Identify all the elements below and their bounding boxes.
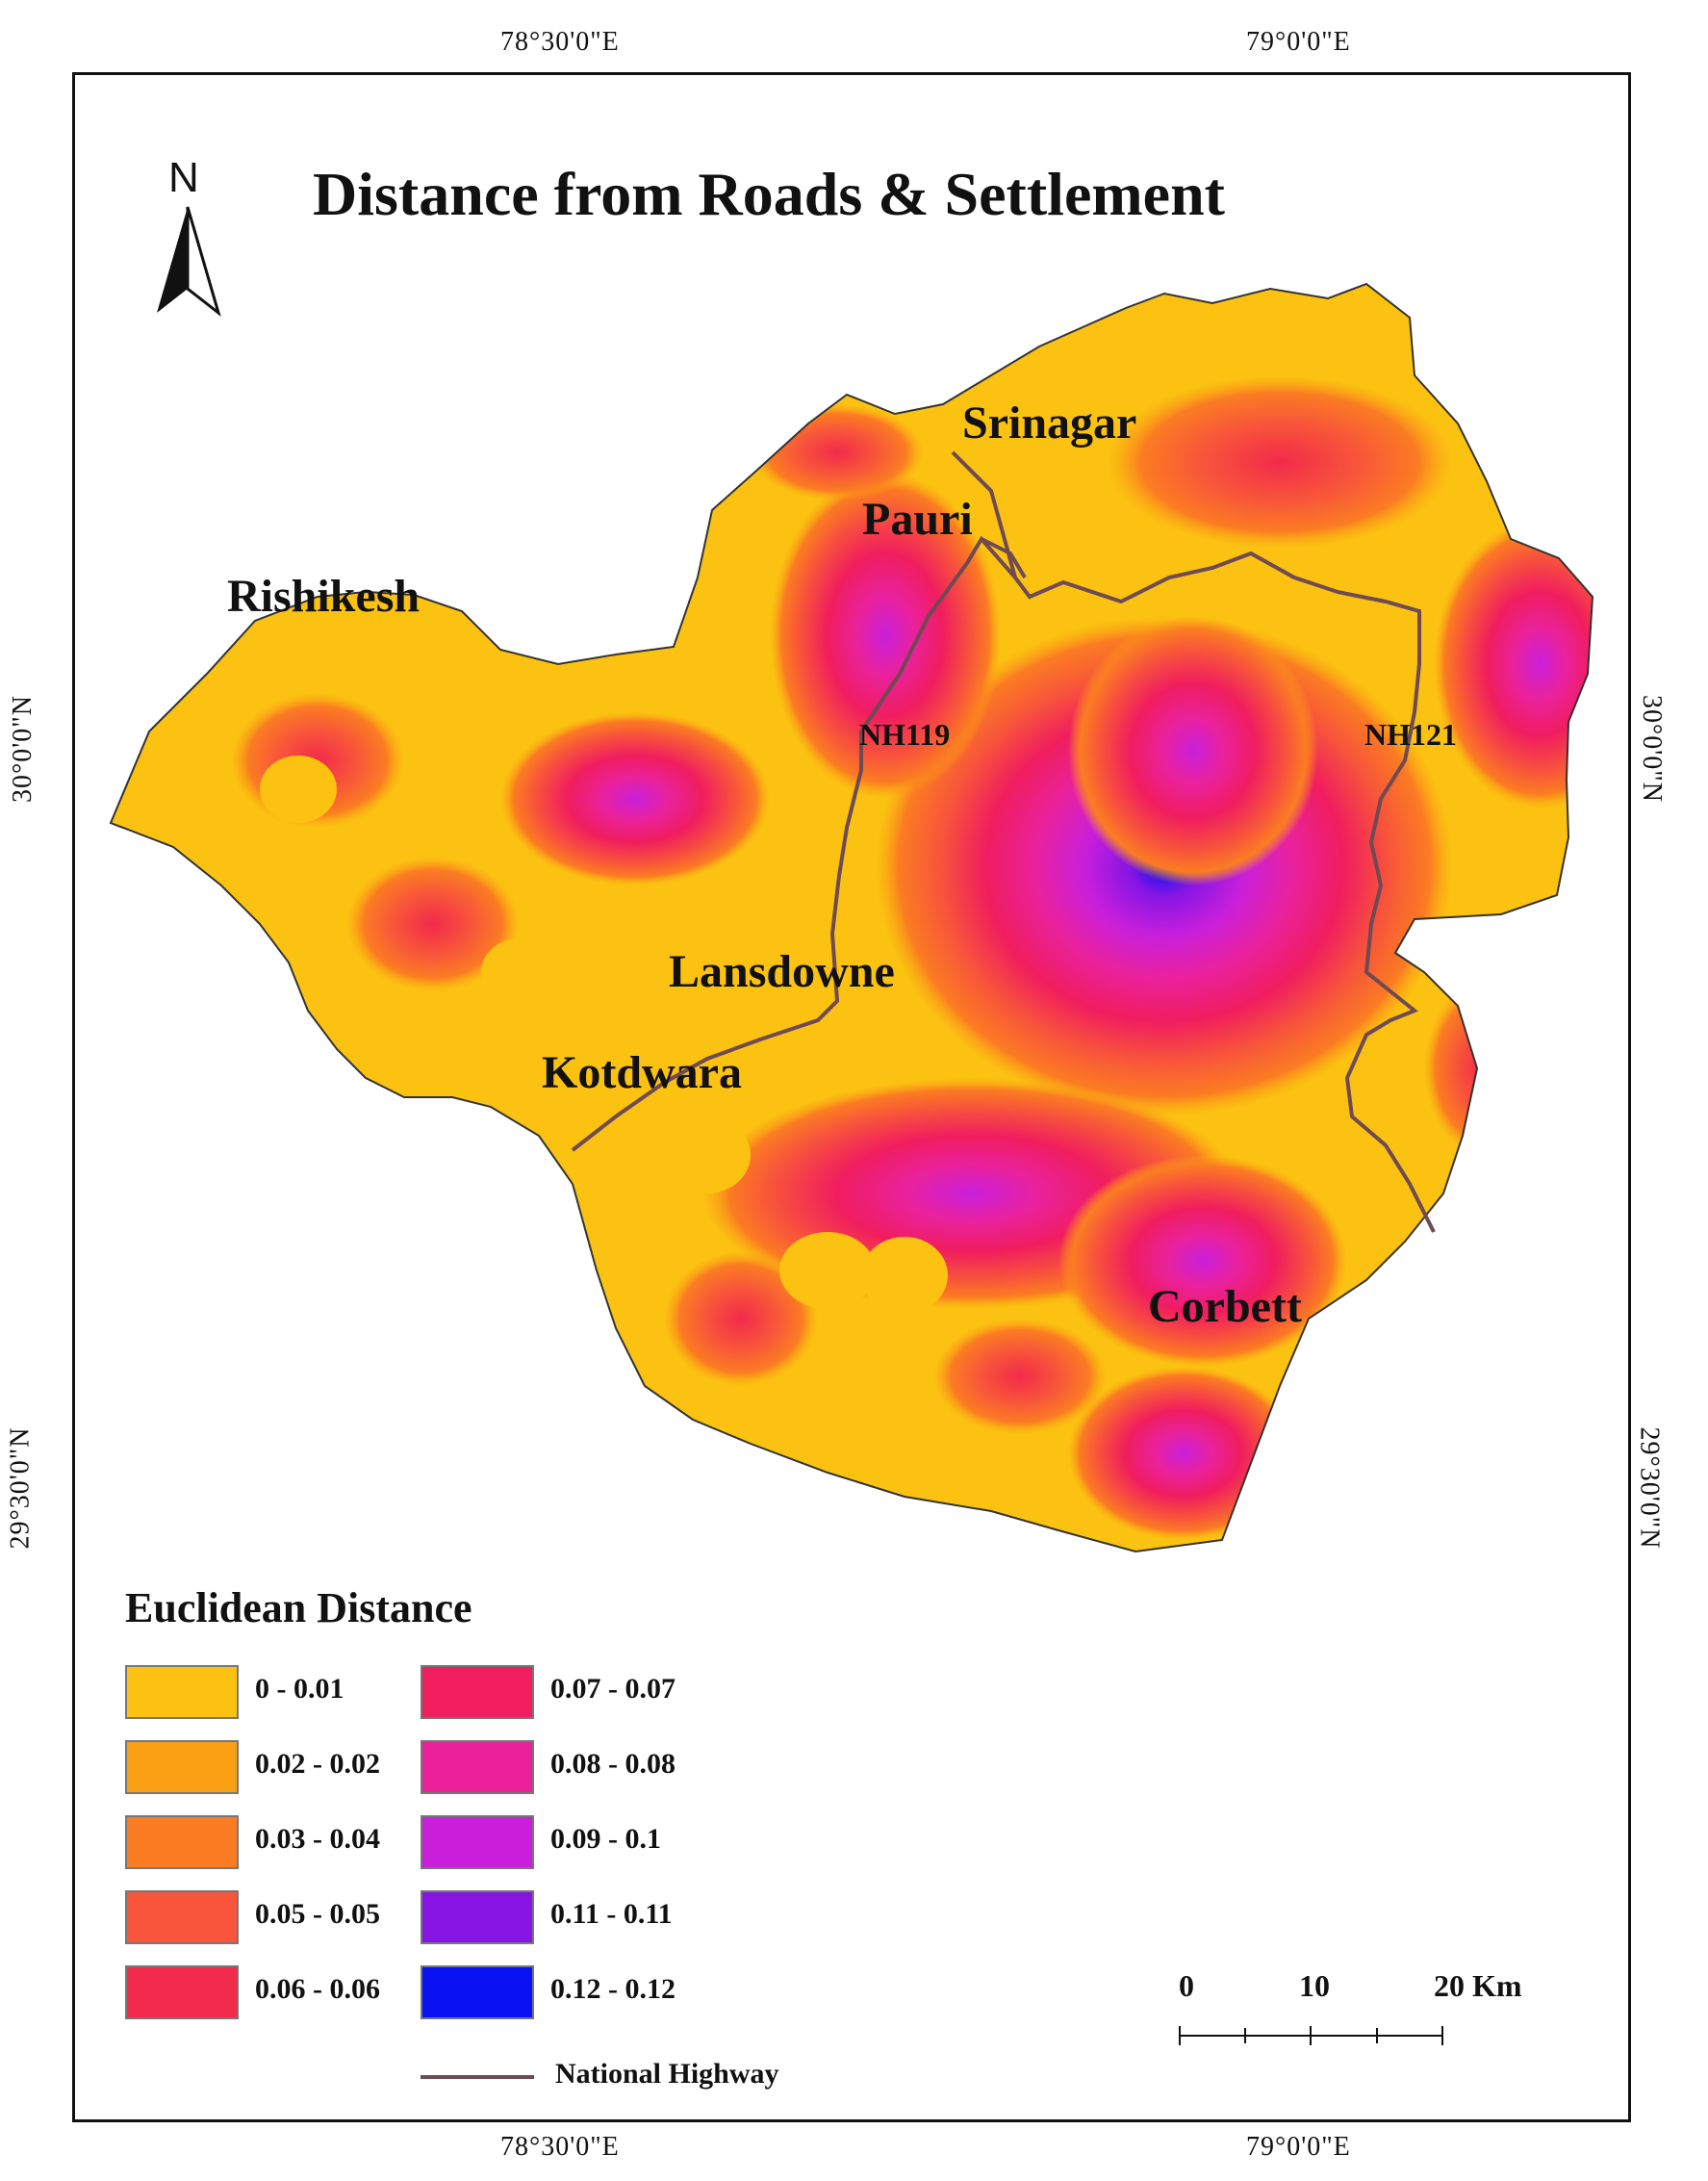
legend-swatch — [421, 1815, 534, 1869]
coord-top-left: 78°30'0"E — [500, 27, 620, 57]
coord-top-right: 79°0'0"E — [1246, 27, 1351, 57]
national-highway-nh119 — [571, 535, 1436, 1233]
place-label-rishikesh: Rishikesh — [227, 571, 421, 622]
coord-bottom-left: 78°30'0"E — [500, 2132, 620, 2162]
legend-label: 0.11 - 0.11 — [550, 1898, 673, 1930]
legend-label: 0.06 - 0.06 — [255, 1973, 380, 2005]
place-label-corbett: Corbett — [1148, 1281, 1302, 1332]
national-highway-srinagar-link — [951, 450, 1017, 578]
coord-bottom-right: 79°0'0"E — [1246, 2132, 1351, 2162]
legend-title: Euclidean Distance — [125, 1584, 472, 1631]
legend-label: 0.07 - 0.07 — [550, 1673, 676, 1705]
scale-label-end: 20 Km — [1434, 1968, 1522, 2003]
north-arrow-icon — [157, 206, 221, 318]
legend-label: 0.09 - 0.1 — [550, 1823, 661, 1855]
place-label-pauri: Pauri — [862, 494, 973, 545]
legend-swatch — [125, 1890, 239, 1944]
legend-swatch — [421, 1740, 534, 1794]
place-label-kotdwara: Kotdwara — [542, 1047, 742, 1098]
north-arrow-letter: N — [168, 154, 199, 201]
legend-swatch — [125, 1815, 239, 1869]
scale-label-start: 0 — [1179, 1968, 1194, 2003]
legend-label: 0.08 - 0.08 — [550, 1748, 676, 1780]
place-label-srinagar: Srinagar — [962, 398, 1137, 449]
scale-bar: 0 10 20 Km — [1179, 1968, 1522, 2055]
legend-highway-line — [421, 2075, 534, 2079]
legend-highway-label: National Highway — [555, 2058, 779, 2090]
legend-label: 0.03 - 0.04 — [255, 1823, 380, 1855]
legend-swatch — [125, 1740, 239, 1794]
legend-swatch — [421, 1965, 534, 2019]
legend-label: 0 - 0.01 — [255, 1673, 344, 1705]
legend-label: 0.05 - 0.05 — [255, 1898, 380, 1930]
legend-swatch — [421, 1890, 534, 1944]
north-arrow: N — [149, 154, 226, 318]
legend-swatch — [125, 1965, 239, 2019]
highway-label-nh119: NH119 — [859, 717, 951, 752]
highway-label-nh121: NH121 — [1364, 717, 1457, 752]
scale-bar-ruler — [1179, 2026, 1443, 2045]
legend-label: 0.12 - 0.12 — [550, 1973, 676, 2005]
legend-swatch — [421, 1665, 534, 1719]
map-title: Distance from Roads & Settlement — [313, 160, 1225, 228]
legend-swatch — [125, 1665, 239, 1719]
legend-label: 0.02 - 0.02 — [255, 1748, 380, 1780]
place-label-lansdowne: Lansdowne — [669, 946, 895, 997]
scale-label-mid: 10 — [1299, 1968, 1330, 2003]
